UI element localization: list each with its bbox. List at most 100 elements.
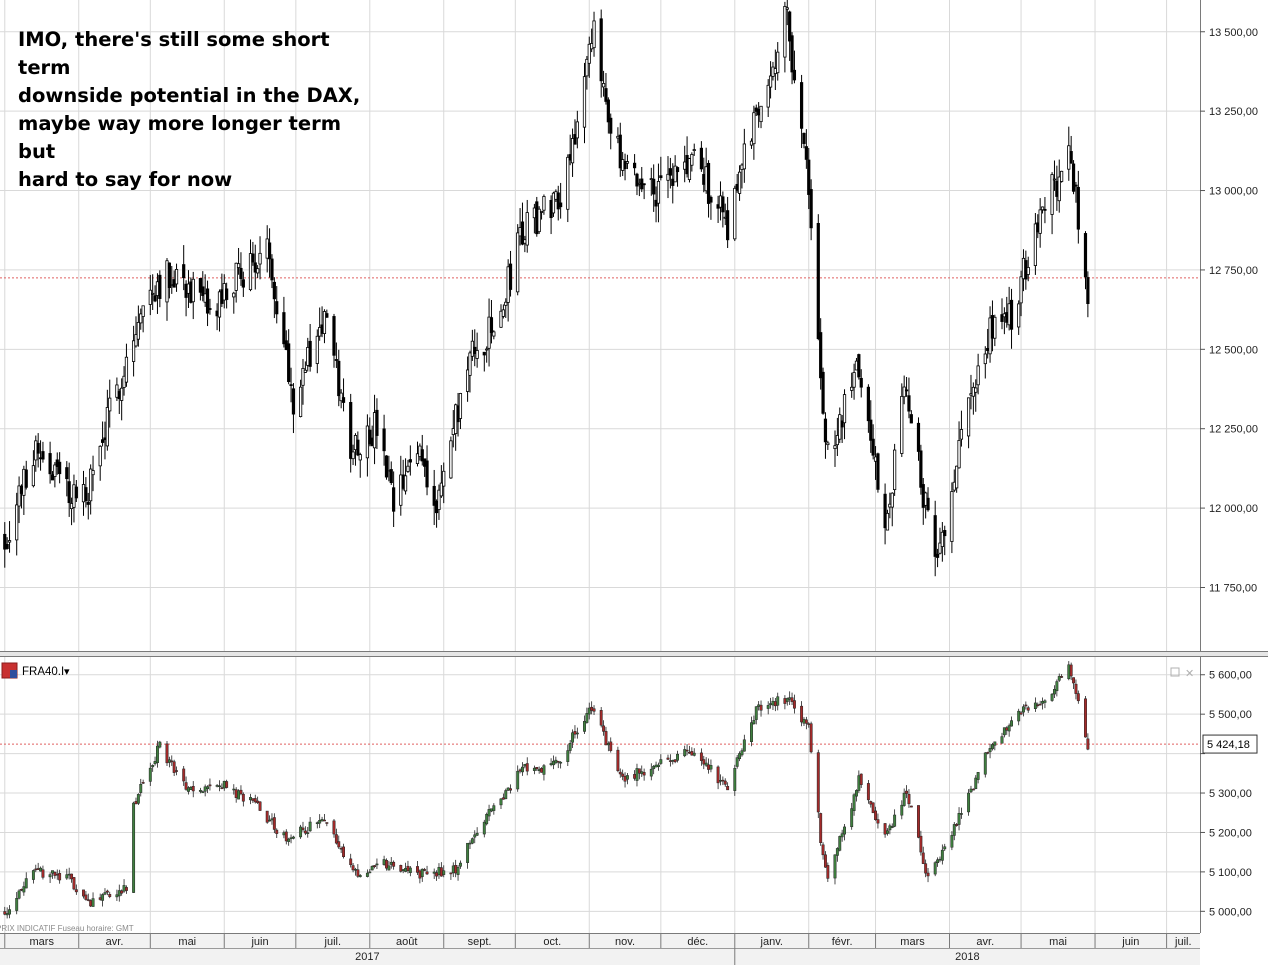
lower-candle-body — [721, 779, 725, 782]
upper-candle-body — [458, 393, 463, 419]
instrument-symbol[interactable]: FRA40.I — [22, 666, 64, 678]
lower-candle-body — [790, 697, 794, 702]
y-tick-label: 5 500,00 — [1209, 709, 1252, 721]
lower-candle-body — [206, 786, 210, 790]
lower-candle-body — [132, 802, 136, 893]
lower-candle-body — [492, 805, 496, 811]
lower-candle-body — [67, 873, 71, 876]
upper-candle-body — [267, 242, 272, 260]
upper-candle-body — [742, 143, 746, 170]
lower-candle-body — [602, 725, 606, 732]
lower-candle-body — [871, 802, 875, 814]
x-tick-label: nov. — [615, 936, 635, 948]
lower-candle-body — [883, 823, 887, 835]
lower-candle-body — [139, 784, 143, 793]
x-tick-label: mai — [178, 936, 196, 948]
lower-candle-body — [506, 787, 510, 791]
upper-candle-body — [337, 360, 341, 397]
lower-candle-body — [738, 753, 742, 760]
lower-candle-body — [451, 865, 455, 874]
upper-candle-body — [24, 469, 28, 488]
lower-candle-body — [175, 770, 178, 772]
lower-candle-body — [852, 794, 856, 811]
upper-candle-body — [1040, 206, 1045, 211]
upper-candle-body — [623, 161, 627, 170]
x-tick-label: sept. — [468, 936, 492, 948]
lower-candle-body — [287, 838, 291, 842]
y-tick-label: 11 750,00 — [1209, 582, 1257, 594]
y-tick-label: 5 000,00 — [1209, 906, 1252, 918]
lower-candle-body — [473, 834, 477, 838]
upper-candle-body — [935, 553, 940, 558]
lower-candle-body — [120, 890, 124, 894]
lower-candle-body — [523, 764, 527, 767]
chevron-down-icon[interactable]: ▾ — [64, 666, 70, 678]
lower-candle-body — [55, 873, 59, 876]
lower-candle-body — [5, 913, 9, 916]
lower-candle-body — [490, 808, 493, 812]
upper-candle-body — [1074, 184, 1078, 187]
panel-controls[interactable]: ✕ — [1170, 667, 1194, 680]
upper-candle-body — [182, 264, 186, 279]
lower-candle-body — [940, 849, 944, 861]
lower-candle-body — [673, 759, 677, 763]
upper-candle-body — [668, 168, 672, 176]
lower-panel-header[interactable]: FRA40.I ▾ — [1, 662, 70, 679]
upper-candles — [3, 0, 1090, 577]
upper-candle-body — [792, 69, 797, 81]
lower-candle-body — [416, 866, 419, 873]
lower-candle-body — [22, 886, 26, 893]
lower-candle-body — [1055, 681, 1059, 692]
lower-candle-body — [833, 854, 837, 879]
lower-candle-body — [182, 768, 186, 782]
panel-separator[interactable] — [0, 651, 1268, 657]
upper-candle-body — [167, 262, 171, 288]
lower-candle-body — [1053, 689, 1056, 695]
lower-candle-body — [115, 894, 119, 898]
close-icon[interactable]: ✕ — [1185, 668, 1194, 680]
upper-candle-body — [191, 278, 195, 303]
lower-candle-body — [58, 873, 62, 881]
upper-candle-body — [826, 442, 830, 446]
upper-candle-body — [537, 208, 541, 233]
lower-candle-body — [671, 760, 675, 762]
upper-candle-body — [449, 440, 453, 479]
upper-candle-body — [1026, 267, 1030, 275]
lower-candle-body — [919, 835, 923, 853]
lower-candle-body — [368, 871, 372, 874]
upper-candle-body — [465, 369, 470, 392]
lower-candle-body — [959, 813, 963, 815]
upper-candle-body — [408, 459, 412, 463]
lower-candle-body — [323, 819, 326, 822]
upper-candle-body — [852, 372, 856, 388]
upper-candle-body — [225, 288, 229, 300]
lower-candle-body — [716, 766, 720, 784]
lower-candle-body — [318, 820, 322, 824]
upper-candle-body — [91, 470, 95, 476]
lower-candle-body — [986, 752, 990, 754]
lower-candle-body — [74, 889, 78, 893]
lower-candle-body — [136, 794, 140, 804]
upper-candle-body — [492, 331, 496, 337]
lower-candle-body — [583, 721, 586, 732]
lower-candle-body — [888, 825, 892, 831]
upper-candle-body — [358, 454, 362, 461]
lower-candle-body — [976, 772, 980, 780]
lower-candle-body — [418, 870, 422, 879]
upper-candle-body — [403, 475, 408, 492]
lower-candle-body — [990, 744, 994, 750]
lower-candle-body — [91, 898, 95, 907]
upper-candle-body — [248, 253, 253, 291]
lower-candle-body — [604, 731, 608, 746]
lower-candle-body — [659, 759, 663, 764]
upper-candle-body — [208, 308, 212, 310]
y-tick-label: 5 200,00 — [1209, 827, 1252, 839]
upper-candle-body — [174, 269, 179, 285]
lower-candle-body — [208, 784, 212, 787]
lower-candle-body — [568, 743, 572, 751]
lower-candle-body — [404, 868, 408, 872]
lower-candle-body — [666, 757, 670, 760]
maximize-icon[interactable] — [1170, 667, 1180, 677]
lower-candle-body — [487, 809, 491, 817]
lower-candle-body — [301, 827, 305, 830]
